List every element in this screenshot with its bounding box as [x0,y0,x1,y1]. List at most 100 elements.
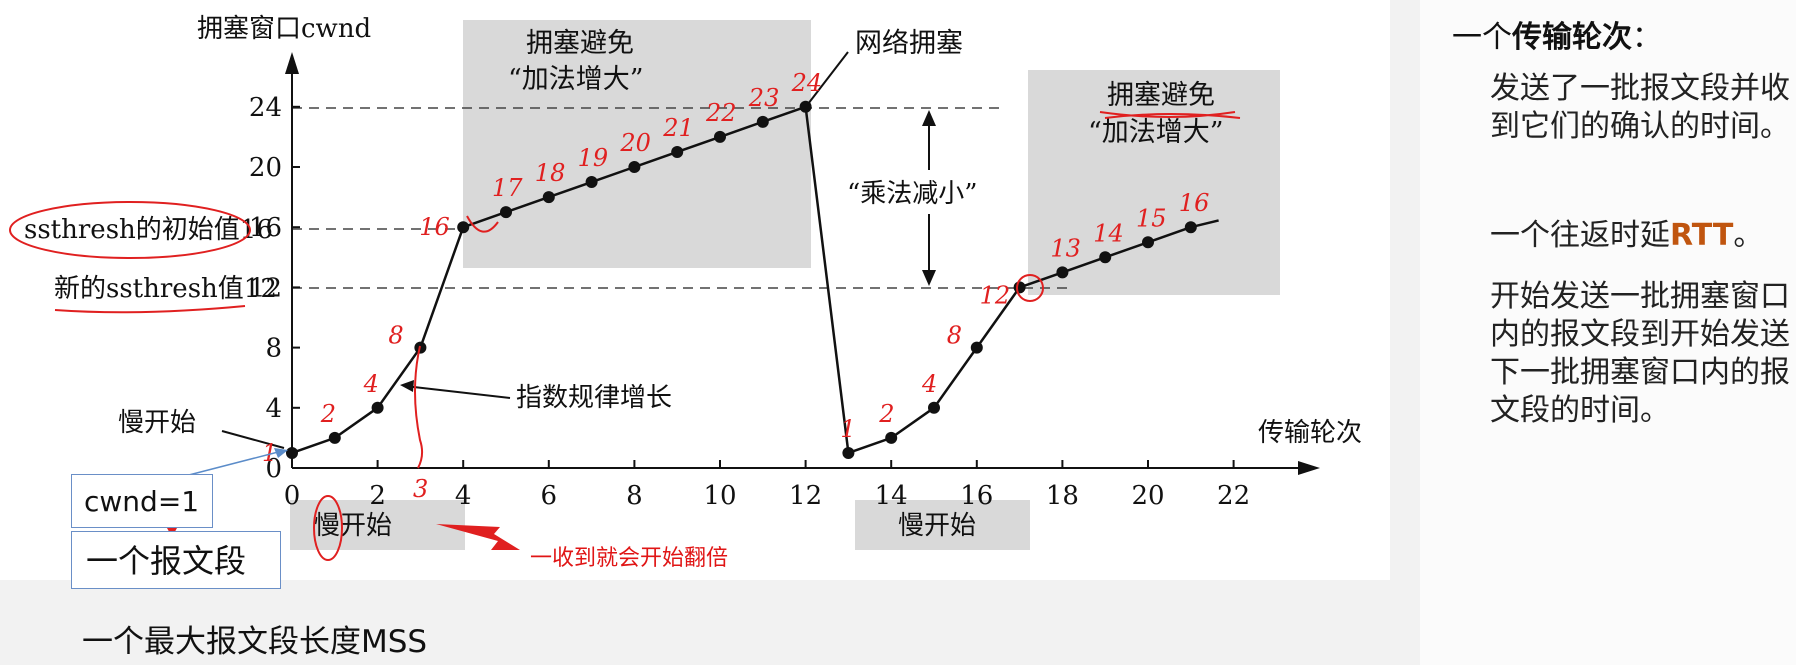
ca1-title: 拥塞避免 [526,28,634,59]
round3-mark [414,345,424,469]
ca2-title: 拥塞避免 [1107,80,1215,111]
ink-count: 1 [262,439,277,467]
ink-count: 4 [363,370,379,398]
cwnd-point [628,161,641,173]
ink-count: 16 [1179,189,1210,217]
ss-band-2 [855,500,1030,550]
ss-band-2-label: 慢开始 [898,511,976,541]
title-bold: 传输轮次 [1512,20,1632,55]
congestion-pointer [807,51,849,105]
ca2-subtitle: “加法增大” [1088,117,1224,148]
panel-paragraph-3: 开始发送一批拥塞窗口内的报文段到开始发送下一批拥塞窗口内的报文段的时间。 [1490,279,1790,428]
cwnd-point [542,191,555,204]
cwnd-point [1142,236,1154,249]
round-3-ink: 3 [413,475,428,503]
ssthresh-initial-label: ssthresh的初始值16 [24,215,273,245]
x-tick-label: 8 [626,481,643,511]
x-axis-label: 传输轮次 [1258,418,1362,448]
red-note: 一收到就会开始翻倍 [530,546,729,571]
x-tick-label: 0 [284,481,301,511]
ca1-subtitle: “加法增大” [508,64,644,95]
ink-count: 23 [748,84,780,112]
y-tick-label: 16 [249,213,282,243]
ss-band-1-label: 慢开始 [314,511,392,541]
x-axis-arrow [1298,461,1320,475]
y-tick-label: 4 [265,394,282,424]
segment-box-label: 一个报文段 [86,542,247,580]
cwnd-pointer-head [274,448,288,458]
round-2-circle [313,495,343,561]
cwnd-point [328,431,341,444]
panel-title: 一个传输轮次： [1452,12,1662,56]
ink-count: 16 [419,213,450,241]
cwnd-box: cwnd=1 [71,474,213,528]
md-arrow-down [922,270,936,286]
p2-suffix: 。 [1733,218,1764,253]
ink-count: 15 [1136,204,1167,232]
ink-count: 17 [492,174,523,202]
ca-band-1 [463,20,811,268]
cwnd-point [1013,281,1026,294]
cwnd-point [371,401,384,414]
ssthresh-underline [54,305,246,314]
x-tick-label: 12 [789,481,822,511]
cwnd-point [928,401,940,414]
cwnd-point [756,115,769,128]
exp-growth-arrow [400,380,414,392]
ink-count: 4 [921,370,937,398]
ink-count: 14 [1093,219,1124,247]
ink-count: 22 [705,99,737,127]
slow-start-pointer [221,430,285,449]
explanation-panel [1420,0,1796,665]
panel-paragraph-1: 发送了一批报文段并收到它们的确认的时间。 [1490,71,1790,144]
cwnd-point [457,221,470,234]
x-tick-label: 18 [1046,481,1079,511]
ink-count: 8 [388,322,403,350]
ca-band-2 [1028,70,1280,295]
cwnd-point [500,206,512,219]
cwnd-point [585,176,598,189]
x-tick-label: 16 [960,481,993,511]
mss-label: 一个最大报文段长度MSS [82,624,428,660]
ink-count: 21 [662,114,694,142]
p2-prefix: 一个往返时延 [1490,218,1670,253]
cwnd-point [286,446,298,459]
ink-count: 1 [840,415,855,443]
segment-box: 一个报文段 [71,531,281,589]
ink-count: 20 [619,129,651,157]
x-tick-label: 2 [369,481,386,511]
cwnd-point [842,446,855,459]
ss-band-1 [290,500,465,550]
ink-count: 13 [1050,234,1081,262]
point-16-loop [466,215,499,233]
ink-count: 12 [980,281,1011,309]
x-tick-label: 6 [541,481,558,511]
congestion-label: 网络拥塞 [855,28,963,59]
ca2-scribble [1099,111,1241,119]
ssthresh-new-label: 新的ssthresh值12 [54,274,277,304]
x-tick-label: 22 [1217,481,1250,511]
red-arrow [436,524,520,550]
title-suffix: ： [1632,20,1662,55]
exp-growth-pointer [404,385,511,399]
ink-count: 18 [535,159,566,187]
ink-count: 8 [947,322,962,350]
x-tick-label: 4 [455,481,472,511]
ink-count: 2 [878,400,894,428]
cwnd-point [885,431,898,444]
title-prefix: 一个 [1452,20,1512,55]
cwnd-point [671,145,684,158]
y-tick-label: 0 [265,454,282,484]
ink-count: 2 [320,400,336,428]
x-tick-label: 14 [875,481,908,511]
ink-count: 19 [578,144,609,172]
y-axis-arrow [285,52,299,74]
cwnd-point [1184,221,1197,234]
cwnd-box-label: cwnd=1 [84,485,200,518]
panel-paragraph-2: 一个往返时延RTT。 [1490,217,1790,255]
y-tick-label: 8 [265,334,282,364]
cwnd-pointer [184,450,283,477]
cwnd-point [714,130,726,143]
